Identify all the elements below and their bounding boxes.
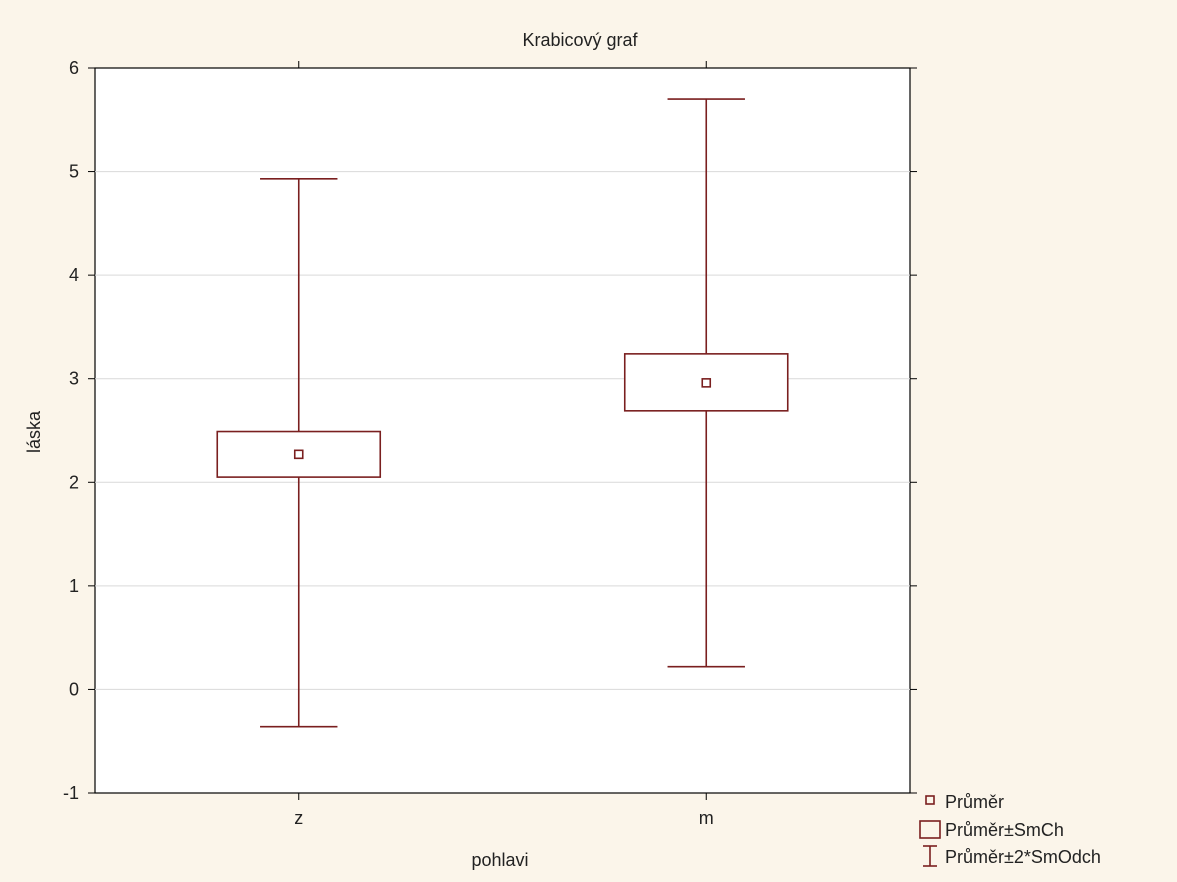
- x-tick-label: z: [294, 808, 303, 828]
- y-tick-label: 1: [69, 576, 79, 596]
- mean-marker: [293, 449, 304, 460]
- legend-mean-marker: [925, 795, 935, 805]
- legend-label-se: Průměr±SmCh: [945, 820, 1064, 840]
- y-tick-label: 5: [69, 162, 79, 182]
- x-axis-label: pohlavi: [471, 850, 528, 870]
- x-tick-label: m: [699, 808, 714, 828]
- y-tick-label: 2: [69, 472, 79, 492]
- legend-label-sd: Průměr±2*SmOdch: [945, 847, 1101, 867]
- y-tick-label: 3: [69, 369, 79, 389]
- y-tick-label: 6: [69, 58, 79, 78]
- legend-label-mean: Průměr: [945, 792, 1004, 812]
- plot-area: [94, 67, 911, 794]
- y-tick-label: 4: [69, 265, 79, 285]
- legend-whisker-marker: [923, 845, 937, 867]
- legend: Průměr Průměr±SmCh Průměr±2*SmOdch: [919, 792, 1101, 867]
- y-axis-label: láska: [24, 410, 44, 453]
- tick-layer: -1 0 1 2 3 4 5 6 z m: [63, 58, 917, 828]
- chart-title: Krabicový graf: [522, 30, 638, 50]
- marks-layer: [216, 98, 789, 728]
- grid-layer: [95, 171, 910, 690]
- legend-se-box-marker: [919, 820, 941, 839]
- y-tick-label: -1: [63, 783, 79, 803]
- y-tick-label: 0: [69, 679, 79, 699]
- mean-marker: [701, 378, 712, 388]
